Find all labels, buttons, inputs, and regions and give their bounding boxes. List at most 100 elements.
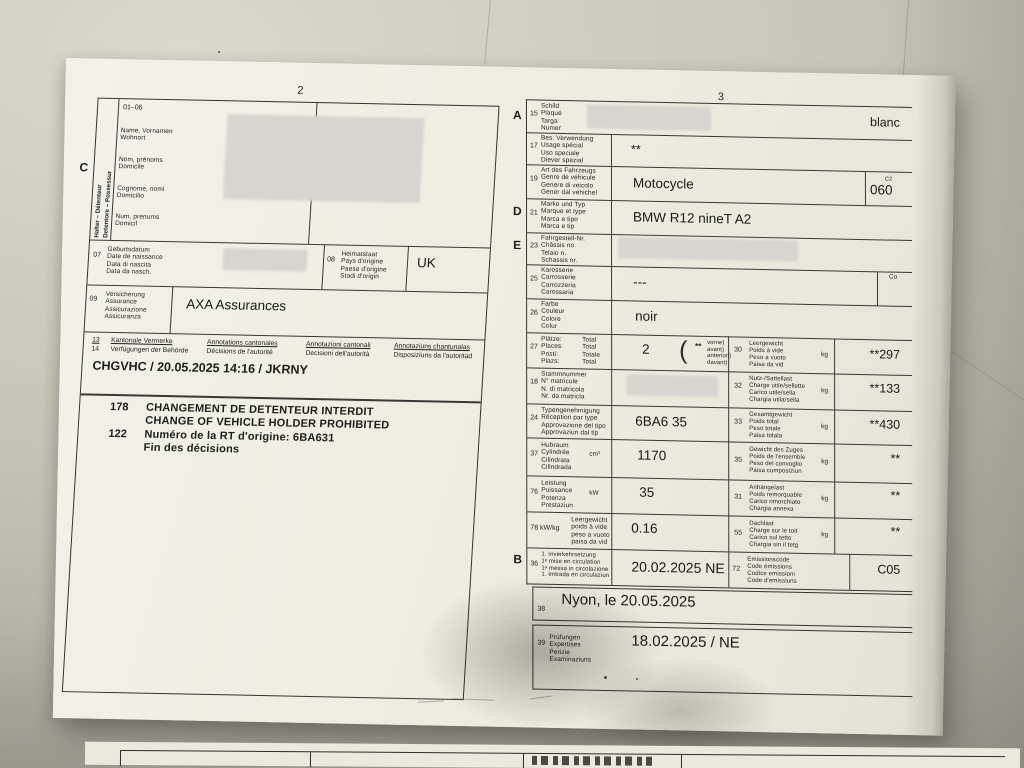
- field-76-unit: kW: [589, 489, 599, 497]
- field-33-number: 33: [734, 418, 742, 426]
- holder-label-rm: Num, prenums Domicil: [114, 213, 160, 228]
- field-33-label: Gesamtgewicht Poids total Peso totale Pa…: [749, 410, 793, 440]
- field-37-unit: cm³: [589, 450, 601, 458]
- field-27-value: 2: [642, 341, 650, 357]
- field-38-value: Nyon, le 20.05.2025: [561, 591, 696, 611]
- clipped-text-fragment: [531, 755, 653, 766]
- field-range-label: 01–06: [122, 104, 143, 112]
- field-55-unit: kg: [821, 531, 829, 539]
- field-32-label: Nutz-/Sattellast Charge utile/sellette C…: [749, 374, 806, 404]
- field-09-value: AXA Assurances: [185, 296, 287, 314]
- dust-speck: [218, 51, 220, 53]
- front-seats-words: vorne) avant) anteriori) davant): [707, 339, 732, 367]
- field-27-label: Plätze: Places: Posti: Plazs:: [541, 335, 564, 365]
- field-17-number: 17: [529, 142, 538, 150]
- page-3: 3: [513, 67, 956, 736]
- issue-box: Nyon, le 20.05.2025 38: [532, 586, 913, 629]
- field-27-label-total: Total Total Totale Total: [582, 336, 601, 366]
- field-39-value: 18.02.2025 / NE: [631, 632, 740, 652]
- field-72-number: 72: [732, 565, 741, 573]
- decision-text: Fin des décisions: [143, 441, 240, 456]
- front-seats-note: **: [695, 341, 702, 351]
- field-19-code: 060: [869, 182, 893, 198]
- field-08-label: Heimatstaat Pays d'origine Paese d'origi…: [339, 250, 387, 281]
- print-dot: [636, 678, 638, 680]
- field-21-value: BMW R12 nineT A2: [633, 209, 752, 227]
- divider: [610, 133, 613, 586]
- field-27-number: 27: [530, 343, 538, 351]
- field-31-number: 31: [734, 493, 743, 501]
- bottom-table-divider: [309, 752, 312, 768]
- field-23-label: Fahrgestell-Nr. Châssis no Telaio n. Sch…: [541, 234, 586, 265]
- field-30-unit: kg: [821, 351, 828, 359]
- annotations-col1-bottom: Verfügungen der Behörde: [110, 345, 189, 355]
- redacted-holder-name: [222, 114, 425, 204]
- field-24-value: 6BA6 35: [635, 413, 687, 430]
- page-2-table: C Halter – Détenteur Detentore – Possess…: [61, 97, 500, 701]
- field-30-value: **297: [869, 347, 901, 362]
- print-dot: [604, 676, 607, 679]
- field-18-label: Stammnummer N° matricule N. di matricola…: [541, 370, 587, 401]
- field-30-number: 30: [734, 346, 742, 354]
- field-09-label: Versicherung Assurance Assicurazione Ass…: [104, 290, 147, 321]
- field-26-value: noir: [635, 308, 658, 324]
- annotations-col4-bottom: Disposiziuns da l'autoritad: [393, 351, 473, 361]
- field-76-value: 35: [639, 484, 655, 500]
- annotations-col2-bottom: Décisions de l'autorité: [206, 347, 273, 357]
- divider: [321, 244, 326, 290]
- field-18-number: 18: [530, 378, 538, 386]
- section-divider: [80, 393, 481, 404]
- divider: [169, 286, 174, 334]
- decision-code: 178: [109, 400, 129, 414]
- divider: [877, 271, 879, 306]
- redacted-serial-number: [626, 374, 719, 398]
- field-35-number: 35: [734, 456, 743, 464]
- field-35-value: **: [890, 451, 901, 466]
- background-seam: [484, 0, 491, 64]
- annotations-col3-top: Annotazioni cantonali: [305, 340, 371, 350]
- page-3-table: A D E B 15 Schild Plaque Targa Numer bla…: [513, 99, 913, 593]
- field-33-value: **430: [869, 417, 901, 432]
- field-09-number: 09: [89, 295, 98, 303]
- field-08-number: 08: [326, 256, 336, 264]
- divider: [728, 336, 730, 588]
- field-72-label: Emissionscode Code émissions Codice emis…: [747, 555, 797, 585]
- redacted-birthdate: [222, 248, 308, 272]
- holder-label-it: Cognome, nomi Domicilio: [116, 185, 165, 200]
- annotations-col4-top: Annotaziuns chantunalas: [393, 342, 471, 352]
- field-55-number: 55: [734, 529, 743, 537]
- section-letter-d: D: [513, 204, 522, 219]
- decision-code: 122: [108, 427, 128, 441]
- field-25-value: ---: [633, 274, 647, 290]
- redacted-plate-number: [586, 104, 711, 131]
- bottom-document-edge: [84, 741, 1021, 768]
- field-72-value: C05: [877, 562, 901, 577]
- divider: [834, 338, 836, 554]
- field-78-label: Leergewicht poids à vide peso a vuoto pa…: [571, 516, 610, 546]
- section-letter-b: B: [513, 552, 523, 567]
- divider: [527, 437, 913, 447]
- field-31-value: **: [890, 488, 901, 503]
- field-07-number: 07: [92, 251, 102, 259]
- field-26-number: 26: [530, 309, 538, 317]
- field-24-number: 24: [530, 414, 539, 422]
- field-24-label: Typengenehmigung Réception par type Appr…: [541, 406, 606, 437]
- holder-label-de: Name, Vornamen Wohnort: [120, 127, 173, 142]
- field-33-unit: kg: [821, 423, 829, 431]
- field-07-label: Geburtsdatum Date de naissance Data di n…: [105, 245, 163, 276]
- field-30-label: Leergewicht Poids à vide Peso a vuoto Pa…: [749, 339, 786, 369]
- field-23-number: 23: [530, 242, 538, 250]
- page-2: 2 C Halter – Détenteur Detentore – Posse…: [26, 58, 521, 726]
- annotations-col3-bottom: Decisioni dell'autorità: [305, 349, 370, 359]
- field-13-number: 13: [91, 336, 100, 344]
- section-letter-e: E: [513, 238, 522, 253]
- annotations-col1-top: Kantonale Vermerke: [110, 336, 173, 346]
- field-36-label: 1. Inverkehrsetzung 1ᵉ mise en circulati…: [541, 551, 610, 580]
- field-25-number: 25: [530, 275, 538, 283]
- front-seats-brace: (: [679, 336, 688, 365]
- field-19-label: Art des Fahrzeugs Genre de véhicule Gene…: [540, 166, 598, 197]
- field-35-label: Gewicht des Zuges Poids de l'ensemble Pe…: [749, 445, 806, 475]
- field-26-label: Farbe Couleur Colore Colur: [541, 300, 565, 330]
- field-32-unit: kg: [821, 387, 829, 395]
- field-17-value: **: [630, 142, 641, 157]
